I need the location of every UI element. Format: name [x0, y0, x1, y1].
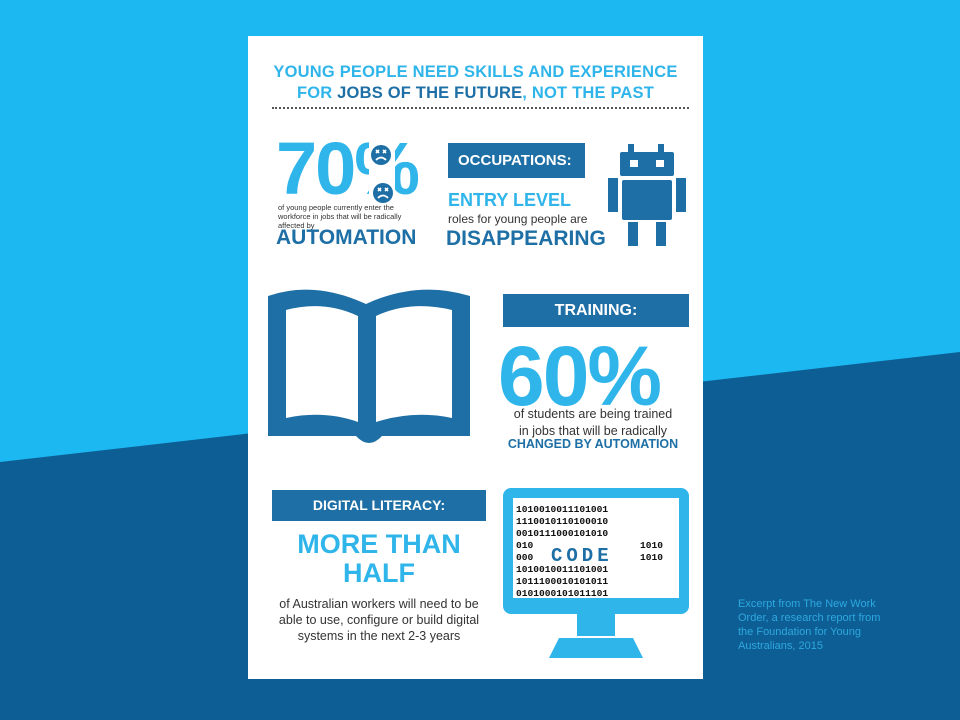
source-caption: Excerpt from The New Work Order, a resea…	[738, 598, 881, 652]
training-heading: TRAINING:	[503, 294, 689, 327]
title-emphasis: JOBS OF THE FUTURE	[337, 84, 523, 102]
automation-percent: 70%	[276, 127, 420, 210]
binary-row: 0010111000101010	[516, 528, 608, 539]
disappearing-text: DISAPPEARING	[446, 227, 606, 250]
occupations-heading: OCCUPATIONS:	[448, 143, 585, 178]
binary-row: 1010	[640, 552, 663, 563]
digital-description-line-1: of Australian workers will need to be	[279, 597, 479, 611]
robot-icon	[608, 144, 686, 246]
title-prefix: FOR	[296, 84, 338, 102]
binary-row: 0101000101011101	[516, 588, 608, 599]
binary-row: 000	[516, 552, 534, 563]
digital-description: of Australian workers will need to be ab…	[266, 596, 492, 644]
title-suffix: , NOT THE PAST	[522, 84, 655, 102]
binary-row: 1011100010101011	[516, 576, 608, 587]
title-line-2: FOR JOBS OF THE FUTURE, NOT THE PAST	[248, 83, 703, 104]
binary-row: 010	[516, 540, 534, 551]
training-description-line-2: in jobs that will be radically	[519, 424, 667, 438]
training-percent: 60%	[498, 329, 662, 423]
sad-face-icon	[369, 141, 395, 209]
digital-description-line-3: systems in the next 2-3 years	[297, 629, 461, 643]
entry-level-text: ENTRY LEVEL	[448, 190, 572, 210]
code-label: CODE	[551, 545, 613, 567]
digital-highlight: MORE THAN HALF	[268, 530, 490, 588]
binary-row: 1110010110100010	[516, 516, 608, 527]
digital-highlight-line-1: MORE THAN	[297, 529, 461, 559]
open-book-icon	[268, 289, 470, 443]
digital-literacy-heading: DIGITAL LITERACY:	[272, 490, 486, 521]
training-description-line-1: of students are being trained	[513, 407, 673, 421]
automation-highlight: AUTOMATION	[276, 226, 417, 249]
roles-text: roles for young people are	[448, 212, 588, 226]
training-description: of students are being trained in jobs th…	[493, 406, 693, 440]
infographic-card: YOUNG PEOPLE NEED SKILLS AND EXPERIENCE …	[248, 36, 703, 679]
automation-description: of young people currently enter the work…	[278, 203, 402, 230]
computer-monitor-icon: 1010010011101001 1110010110100010 001011…	[503, 488, 689, 658]
digital-description-line-2: able to use, configure or build digital	[278, 613, 480, 627]
dotted-divider	[272, 107, 689, 109]
binary-row: 1010010011101001	[516, 564, 608, 575]
title-line-1: YOUNG PEOPLE NEED SKILLS AND EXPERIENCE	[273, 63, 678, 81]
digital-highlight-line-2: HALF	[343, 558, 415, 588]
binary-row: 1010010011101001	[516, 504, 608, 515]
training-highlight: CHANGED BY AUTOMATION	[507, 437, 679, 451]
infographic-title: YOUNG PEOPLE NEED SKILLS AND EXPERIENCE …	[248, 62, 703, 104]
binary-row: 1010	[640, 540, 663, 551]
